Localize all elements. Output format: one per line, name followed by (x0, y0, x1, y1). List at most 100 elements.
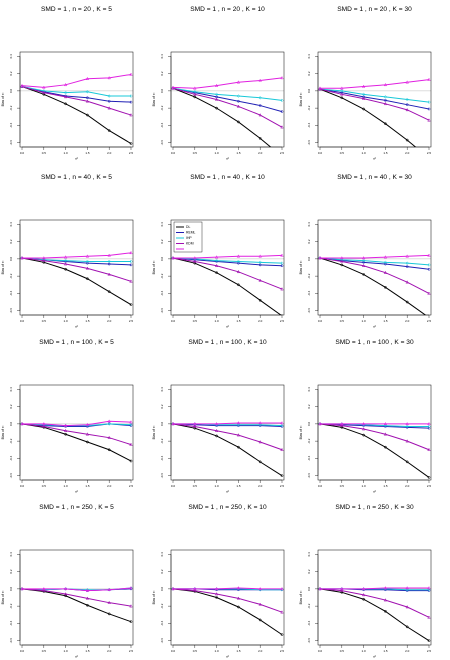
data-point-IHP (280, 98, 284, 103)
panel-plot-area (20, 586, 133, 624)
data-point-KDM (42, 90, 46, 94)
y-tick-label: -0.6 (307, 473, 311, 479)
y-axis-label: Bias of τ² (299, 590, 303, 605)
series-line-DL (172, 257, 282, 315)
data-point-IHP (63, 258, 68, 263)
x-tick-label: 0.5 (340, 484, 345, 488)
data-point-KDM (129, 442, 133, 446)
data-point-other (42, 586, 46, 591)
data-point-other (85, 76, 90, 81)
panel-plot-area (171, 75, 284, 157)
data-point-KDM (280, 287, 284, 291)
data-point-other (20, 421, 24, 426)
panel-frame (317, 549, 432, 646)
y-tick-label: 0.2 (307, 71, 311, 76)
y-tick-label: 0.0 (307, 256, 311, 261)
data-point-KDM (258, 602, 262, 606)
data-point-IHP (85, 587, 90, 592)
data-point-KDM (280, 610, 284, 614)
data-point-other (107, 75, 111, 80)
panel: SMD = 1 , n = 100 , K = 5 Bias of τ² τ² -0.… (1, 339, 133, 494)
x-tick-label: 0.5 (193, 319, 198, 323)
x-tick-label: 2.5 (280, 484, 285, 488)
data-point-REML (362, 260, 365, 264)
y-tick-label: 0.2 (307, 569, 311, 574)
panel-title: SMD = 1 , n = 40 , K = 30 (337, 174, 412, 181)
x-axis-label: τ² (373, 325, 376, 329)
y-axis-label: Bias of τ² (152, 260, 156, 275)
data-point-other (427, 586, 431, 590)
data-point-other (214, 83, 219, 87)
data-point-IHP (405, 424, 409, 429)
series-line-DL (21, 423, 132, 462)
data-point-KDM (107, 272, 111, 276)
panel-title: SMD = 1 , n = 100 , K = 5 (39, 339, 114, 346)
data-point-KDM (405, 605, 409, 609)
data-point-DL (129, 620, 133, 624)
y-tick-label: -0.2 (160, 603, 164, 609)
y-tick-label: 0.2 (307, 404, 311, 409)
panel: SMD = 1 , n = 40 , K = 30 Bias of τ² τ² -0.… (299, 174, 431, 329)
data-point-other (85, 254, 90, 258)
y-tick-label: -0.6 (160, 140, 164, 146)
data-point-other (193, 256, 197, 260)
x-tick-label: 1.0 (362, 484, 367, 488)
data-point-IHP (107, 422, 111, 426)
data-point-IHP (361, 92, 366, 97)
data-point-KDM (193, 92, 197, 96)
y-tick-label: 0.2 (160, 404, 164, 409)
x-tick-label: 1.5 (236, 649, 241, 653)
series-line-other (21, 73, 132, 88)
data-point-KDM (20, 84, 24, 88)
data-point-KDM (383, 432, 388, 436)
x-tick-label: 1.0 (362, 649, 367, 653)
y-tick-label: 0.0 (307, 421, 311, 426)
y-tick-label: 0.2 (307, 239, 311, 244)
data-point-KDM (383, 101, 388, 106)
panel-title: SMD = 1 , n = 250 , K = 5 (39, 504, 114, 511)
panel-frame (19, 549, 134, 646)
data-point-KDM (236, 104, 241, 108)
series-line-other (320, 79, 430, 89)
y-tick-label: 0.4 (307, 387, 311, 392)
data-point-IHP (214, 258, 219, 263)
panel-plot-area (171, 586, 284, 636)
data-point-IHP (427, 587, 431, 592)
y-tick-label: -0.4 (307, 620, 311, 626)
data-point-other (63, 255, 68, 259)
series-line-other (22, 587, 132, 592)
y-axis-label: Bias of τ² (152, 590, 156, 605)
x-tick-label: 1.5 (236, 319, 241, 323)
y-tick-label: 0.2 (9, 239, 13, 244)
data-point-REML (280, 110, 284, 113)
x-tick-label: 2.0 (258, 319, 263, 323)
data-point-other (361, 421, 366, 426)
data-point-DL (129, 303, 133, 306)
x-tick-label: 0.5 (193, 649, 198, 653)
data-point-DL (64, 102, 67, 106)
y-tick-label: -0.2 (160, 105, 164, 111)
data-point-DL (384, 445, 387, 449)
data-point-DL (428, 157, 430, 159)
data-point-KDM (383, 270, 388, 274)
series-line-KDM (172, 87, 283, 128)
y-tick-label: -0.4 (160, 455, 164, 461)
panel-title: SMD = 1 , n = 40 , K = 10 (190, 174, 265, 181)
series-line-REML (319, 257, 430, 270)
panel-plot-area (318, 253, 431, 315)
data-point-other (214, 421, 219, 426)
data-point-KDM (129, 279, 133, 283)
y-tick-label: 0.4 (9, 222, 13, 227)
series-line-KDM (172, 588, 283, 613)
data-point-DL (281, 155, 283, 157)
data-point-other (129, 72, 133, 76)
data-point-DL (237, 445, 240, 449)
data-point-other (107, 587, 111, 591)
legend-entry: DL (186, 225, 190, 229)
x-tick-label: 1.5 (236, 151, 241, 155)
x-tick-label: 2.5 (280, 151, 285, 155)
data-point-DL (384, 286, 387, 289)
panel-frame (19, 384, 134, 481)
x-tick-label: 0.5 (42, 151, 47, 155)
series-line-KDM (319, 423, 430, 451)
